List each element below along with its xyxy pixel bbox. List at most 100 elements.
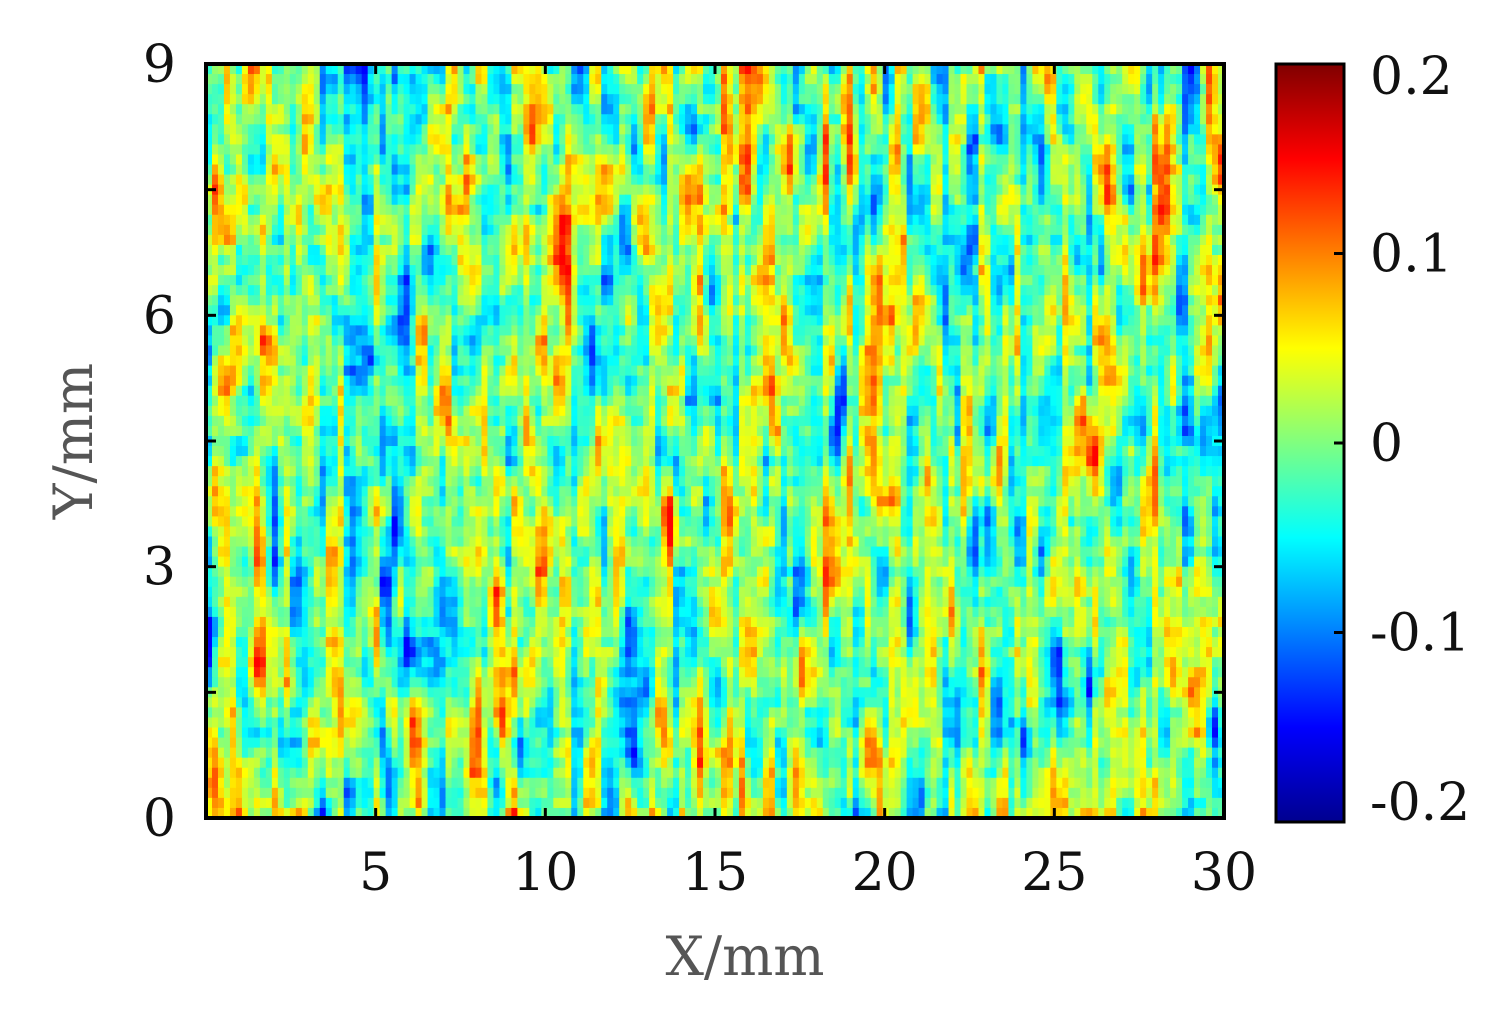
heatmap-cell [1158, 84, 1165, 95]
heatmap-cell [241, 74, 249, 85]
heatmap-cell [1050, 305, 1057, 316]
heatmap-cell [906, 315, 914, 326]
heatmap-cell [1212, 224, 1219, 236]
heatmap-cell [217, 214, 225, 226]
heatmap-cell [1104, 154, 1111, 166]
heatmap-cell [259, 134, 267, 146]
heatmap-cell [367, 295, 375, 306]
heatmap-cell [217, 104, 225, 115]
heatmap-cell [828, 194, 836, 206]
heatmap-cell [667, 325, 674, 337]
heatmap-cell [206, 325, 213, 337]
heatmap-cell [966, 305, 974, 316]
heatmap-cell [852, 124, 860, 135]
heatmap-cell [1002, 174, 1010, 186]
heatmap-cell [1032, 194, 1039, 206]
heatmap-cell [828, 144, 836, 156]
heatmap-cell [984, 315, 992, 326]
heatmap-cell [984, 74, 992, 85]
heatmap-cell [451, 114, 459, 125]
heatmap-cell [703, 255, 710, 266]
heatmap-cell [1044, 114, 1051, 125]
heatmap-cell [888, 114, 896, 125]
heatmap-cell [241, 204, 249, 216]
heatmap-cell [541, 194, 548, 206]
heatmap-cell [439, 74, 447, 85]
heatmap-cell [487, 265, 495, 276]
heatmap-cell [445, 104, 453, 115]
heatmap-cell [577, 64, 584, 75]
heatmap-cell [810, 255, 818, 266]
heatmap-cell [840, 244, 848, 256]
heatmap-cell [589, 255, 596, 266]
heatmap-cell [744, 234, 752, 246]
heatmap-cell [906, 325, 914, 337]
heatmap-cell [661, 275, 668, 286]
heatmap-cell [679, 214, 686, 226]
heatmap-cell [703, 335, 710, 347]
heatmap-cell [427, 174, 435, 186]
heatmap-cell [625, 184, 632, 196]
heatmap-cell [924, 114, 932, 125]
heatmap-cell [1206, 124, 1213, 135]
heatmap-cell [253, 325, 261, 337]
heatmap-cell [589, 355, 596, 367]
heatmap-cell [367, 204, 375, 216]
heatmap-cell [984, 184, 992, 196]
heatmap-cell [1182, 315, 1189, 326]
heatmap-cell [229, 275, 237, 286]
heatmap-cell [966, 244, 974, 256]
heatmap-cell [720, 224, 728, 236]
heatmap-cell [1194, 275, 1201, 286]
heatmap-cell [607, 295, 614, 306]
heatmap-cell [822, 104, 830, 115]
heatmap-cell [930, 114, 938, 125]
heatmap-cell [984, 255, 992, 266]
heatmap-cell [918, 74, 926, 85]
heatmap-cell [217, 164, 225, 176]
heatmap-cell [1176, 204, 1183, 216]
heatmap-cell [301, 224, 309, 236]
heatmap-cell [864, 305, 872, 316]
heatmap-cell [1008, 144, 1016, 156]
heatmap-cell [888, 154, 896, 166]
heatmap-cell [487, 275, 495, 286]
heatmap-cell [900, 114, 908, 125]
heatmap-cell [541, 244, 548, 256]
heatmap-cell [1044, 305, 1051, 316]
heatmap-cell [679, 84, 686, 95]
heatmap-cell [966, 114, 974, 125]
heatmap-cell [325, 255, 333, 266]
heatmap-cell [750, 335, 758, 347]
heatmap-cell [229, 255, 237, 266]
heatmap-cell [211, 355, 219, 367]
heatmap-cell [277, 234, 285, 246]
heatmap-cell [1110, 315, 1117, 326]
heatmap-cell [583, 305, 590, 316]
heatmap-cell [1218, 285, 1225, 296]
heatmap-cell [289, 124, 297, 135]
heatmap-cell [607, 204, 614, 216]
heatmap-cell [1110, 244, 1117, 256]
heatmap-cell [780, 94, 788, 105]
heatmap-cell [876, 255, 884, 266]
heatmap-cell [1134, 164, 1141, 176]
heatmap-cell [906, 275, 914, 286]
heatmap-cell [709, 305, 716, 316]
heatmap-cell [804, 275, 812, 286]
heatmap-cell [625, 194, 632, 206]
heatmap-cell [1188, 154, 1195, 166]
heatmap-cell [583, 184, 590, 196]
heatmap-cell [978, 234, 986, 246]
heatmap-cell [768, 275, 776, 286]
heatmap-cell [1002, 345, 1010, 357]
heatmap-cell [1206, 64, 1213, 75]
heatmap-cell [391, 124, 399, 135]
heatmap-cell [505, 275, 512, 286]
heatmap-cell [259, 104, 267, 115]
heatmap-cell [439, 355, 447, 367]
heatmap-cell [667, 244, 674, 256]
heatmap-cell [804, 204, 812, 216]
heatmap-cell [996, 94, 1004, 105]
heatmap-cell [744, 84, 752, 95]
